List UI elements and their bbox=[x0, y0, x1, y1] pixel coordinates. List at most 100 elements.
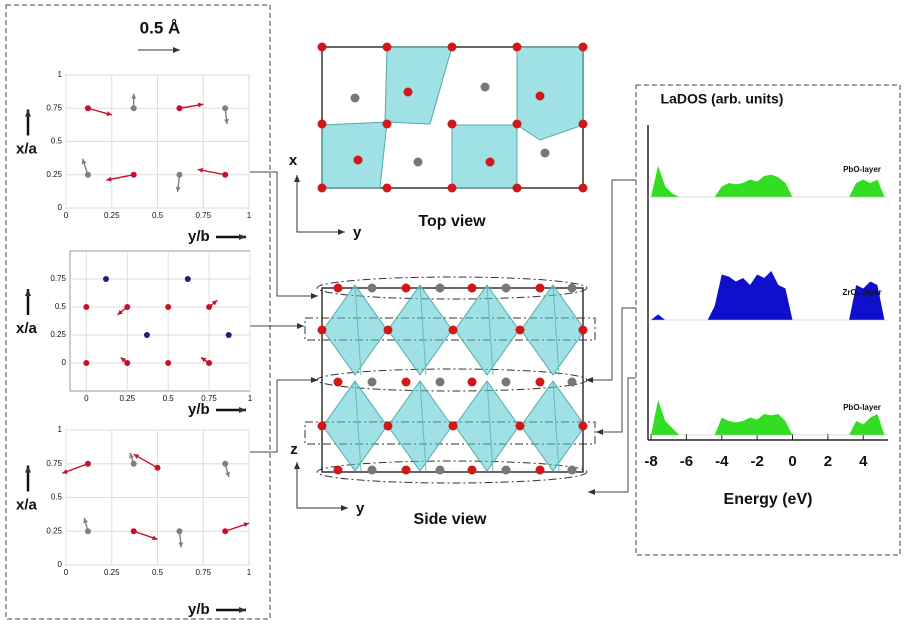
top-view bbox=[318, 43, 588, 193]
atom bbox=[579, 120, 588, 129]
atom bbox=[579, 422, 588, 431]
atom bbox=[206, 360, 212, 366]
layer-label: PbO-layer bbox=[843, 165, 881, 174]
atom bbox=[334, 466, 343, 475]
atom bbox=[448, 184, 457, 193]
atom bbox=[131, 105, 137, 111]
atom bbox=[414, 158, 423, 167]
x-tick-label: 0.75 bbox=[195, 568, 211, 577]
displacement-arrow bbox=[88, 108, 112, 115]
atom bbox=[481, 83, 490, 92]
atom bbox=[568, 284, 577, 293]
x-axis-label: Energy (eV) bbox=[724, 491, 813, 508]
octahedron bbox=[388, 381, 452, 471]
atom bbox=[449, 326, 458, 335]
atom bbox=[351, 94, 360, 103]
atom bbox=[516, 326, 525, 335]
atom bbox=[124, 360, 130, 366]
x-tick-label: 0.5 bbox=[152, 568, 164, 577]
x-tick-label: 0 bbox=[64, 211, 69, 220]
x-tick-label: 0 bbox=[84, 394, 89, 403]
x-tick-label: 0.75 bbox=[195, 211, 211, 220]
x-tick-label: 4 bbox=[859, 453, 868, 470]
atom bbox=[206, 304, 212, 310]
atom bbox=[131, 528, 137, 534]
plot-frame bbox=[70, 251, 250, 391]
atom bbox=[536, 378, 545, 387]
y-axis-label: x/a bbox=[16, 140, 38, 157]
atom bbox=[383, 43, 392, 52]
atom bbox=[513, 120, 522, 129]
y-tick-label: 0.5 bbox=[51, 137, 63, 146]
figure: 0.5 Å x y Top view z y Side view 00.250.… bbox=[0, 0, 907, 625]
atom bbox=[103, 276, 109, 282]
x-tick-label: 0.5 bbox=[163, 394, 175, 403]
y-tick-label: 0.25 bbox=[46, 170, 62, 179]
atom bbox=[448, 43, 457, 52]
atom bbox=[85, 172, 91, 178]
atom bbox=[318, 422, 327, 431]
atom bbox=[155, 465, 161, 471]
x-tick-label: 1 bbox=[247, 568, 252, 577]
octahedron bbox=[521, 285, 585, 375]
displacement-arrow bbox=[225, 523, 249, 531]
atom bbox=[436, 378, 445, 387]
y-tick-label: 0 bbox=[62, 358, 67, 367]
y-tick-label: 0.25 bbox=[50, 330, 66, 339]
x-tick-label: 0.25 bbox=[104, 211, 120, 220]
y-tick-label: 0.75 bbox=[46, 103, 62, 112]
atom bbox=[383, 120, 392, 129]
atom bbox=[334, 378, 343, 387]
axis-label: y bbox=[356, 500, 365, 517]
atom bbox=[536, 284, 545, 293]
atom bbox=[404, 88, 413, 97]
axis-label: x bbox=[289, 152, 298, 169]
atom bbox=[222, 172, 228, 178]
atom bbox=[579, 43, 588, 52]
atom bbox=[185, 276, 191, 282]
x-tick-label: 0.5 bbox=[152, 211, 164, 220]
atom bbox=[502, 378, 511, 387]
atom bbox=[536, 92, 545, 101]
atom bbox=[222, 528, 228, 534]
atom bbox=[513, 43, 522, 52]
y-tick-label: 1 bbox=[58, 425, 63, 434]
layer-label: PbO-layer bbox=[843, 403, 881, 412]
atom bbox=[83, 304, 89, 310]
atom bbox=[131, 461, 137, 467]
atom bbox=[468, 378, 477, 387]
atom bbox=[402, 466, 411, 475]
displacement-arrow bbox=[134, 531, 158, 539]
y-tick-label: 0 bbox=[58, 203, 63, 212]
y-axis-label: x/a bbox=[16, 320, 38, 337]
atom bbox=[568, 466, 577, 475]
displacement-arrow bbox=[179, 104, 203, 108]
atom bbox=[513, 184, 522, 193]
atom bbox=[468, 284, 477, 293]
layer-label: ZrO₂-layer bbox=[842, 288, 881, 297]
atom bbox=[486, 158, 495, 167]
y-tick-label: 0.5 bbox=[55, 302, 67, 311]
y-tick-label: 0.75 bbox=[46, 459, 62, 468]
atom bbox=[402, 378, 411, 387]
atom bbox=[334, 284, 343, 293]
atom bbox=[579, 326, 588, 335]
atom bbox=[354, 156, 363, 165]
atom bbox=[222, 461, 228, 467]
dos-title: LaDOS (arb. units) bbox=[661, 91, 784, 107]
atom bbox=[384, 326, 393, 335]
displacement-arrow bbox=[106, 175, 133, 180]
atom bbox=[368, 466, 377, 475]
atom bbox=[368, 284, 377, 293]
y-tick-label: 1 bbox=[58, 70, 63, 79]
atom bbox=[579, 184, 588, 193]
atom bbox=[436, 284, 445, 293]
atom bbox=[85, 105, 91, 111]
x-tick-label: -6 bbox=[680, 453, 693, 470]
atom bbox=[85, 528, 91, 534]
caption: Top view bbox=[418, 213, 486, 230]
atom bbox=[124, 304, 130, 310]
axis-label: y bbox=[353, 224, 362, 241]
atom bbox=[468, 466, 477, 475]
x-axis-label: y/b bbox=[188, 228, 210, 245]
